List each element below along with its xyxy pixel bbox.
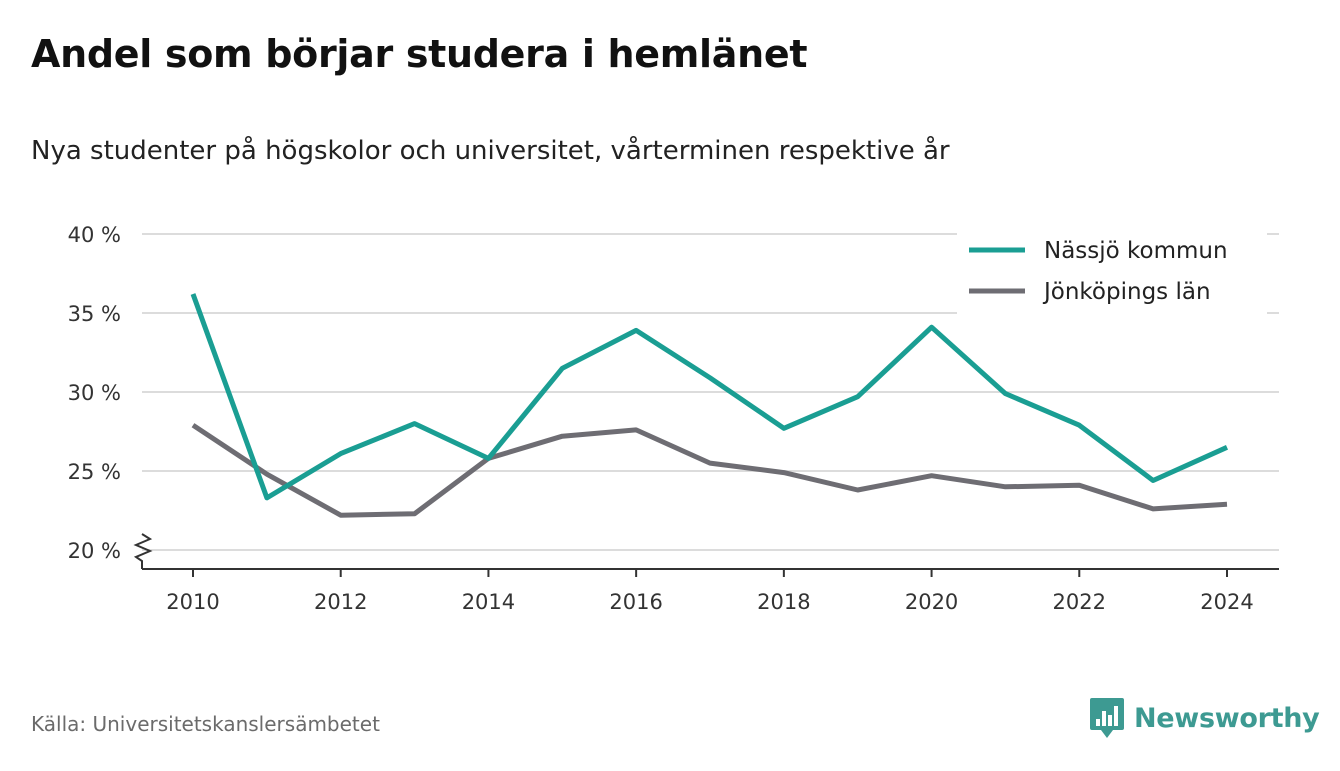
y-axis-tick-labels: 20 % 25 % 30 % 35 % 40 %: [68, 223, 121, 563]
x-tick-label: 2014: [462, 590, 515, 614]
x-tick-label: 2010: [166, 590, 219, 614]
x-axis: [133, 533, 1279, 577]
x-tick-label: 2012: [314, 590, 367, 614]
legend-background: [957, 224, 1267, 314]
x-tick-label: 2016: [609, 590, 662, 614]
bar-chart-speech-bubble-icon: [1090, 698, 1124, 738]
series-lines: [190, 293, 1229, 518]
y-tick-label: 40 %: [68, 223, 121, 247]
x-tick-label: 2022: [1053, 590, 1106, 614]
brand-logo: Newsworthy: [1089, 697, 1320, 739]
x-axis-tick-labels: 2010 2012 2014 2016 2018 2020 2022 2024: [166, 590, 1253, 614]
x-tick-label: 2018: [757, 590, 810, 614]
legend-label: Jönköpings län: [1042, 279, 1211, 305]
legend: Nässjö kommun Jönköpings län: [957, 224, 1267, 314]
brand-name: Newsworthy: [1134, 702, 1320, 734]
series-line: [190, 293, 1229, 501]
series-line: [191, 423, 1228, 518]
source-note: Källa: Universitetskanslersämbetet: [31, 712, 380, 736]
chart-subtitle: Nya studenter på högskolor och universit…: [31, 136, 950, 166]
x-tick-label: 2024: [1200, 590, 1253, 614]
y-tick-label: 30 %: [68, 381, 121, 405]
y-tick-label: 20 %: [68, 539, 121, 563]
x-tick-label: 2020: [905, 590, 958, 614]
legend-label: Nässjö kommun: [1044, 238, 1228, 264]
axis-break-icon: [133, 533, 153, 569]
y-tick-label: 25 %: [68, 460, 121, 484]
chart-title: Andel som börjar studera i hemlänet: [31, 32, 808, 76]
y-tick-label: 35 %: [68, 302, 121, 326]
